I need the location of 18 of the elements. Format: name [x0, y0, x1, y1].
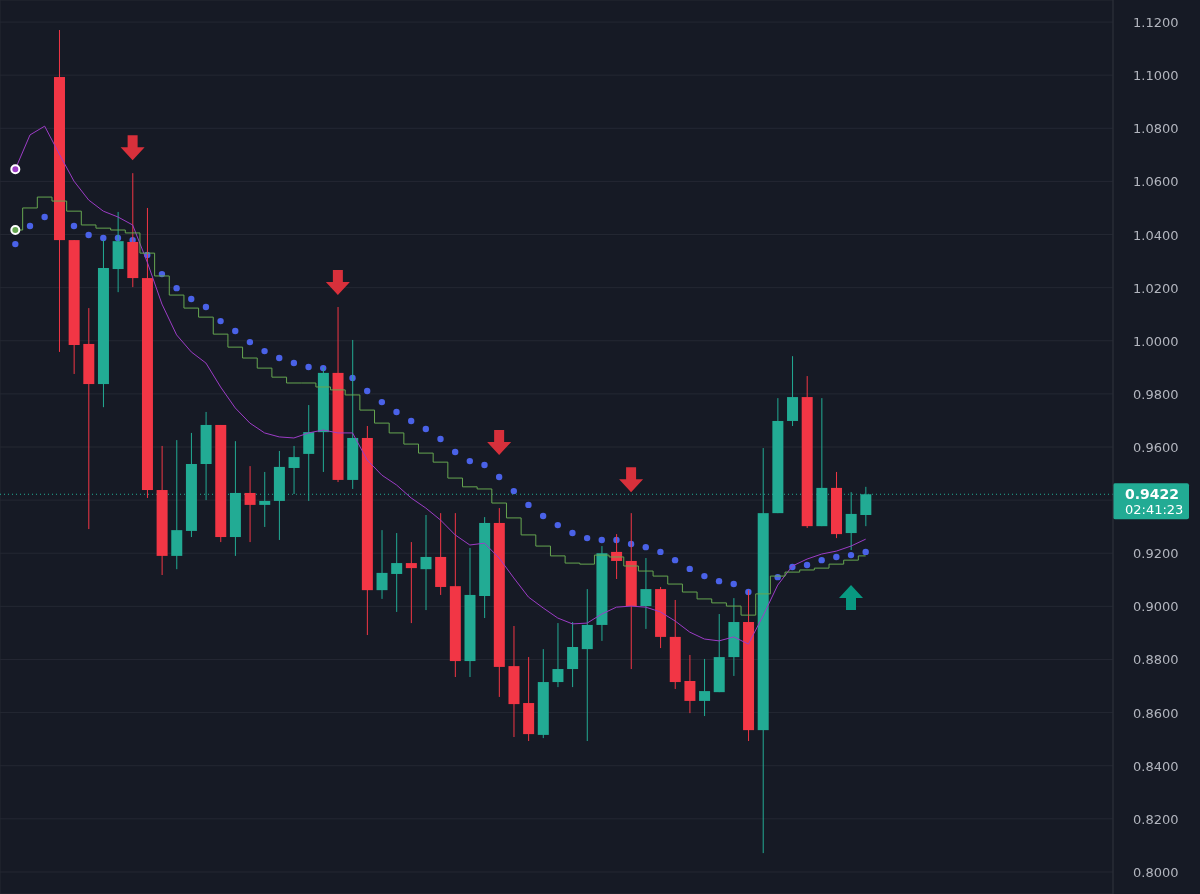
text: 02:41:23 — [1125, 502, 1184, 518]
ref-line-label: 0.9422 — [1125, 486, 1180, 503]
y-tick-label: 1.1000 — [1133, 68, 1179, 84]
y-tick-label: 0.8200 — [1133, 811, 1179, 827]
y-tick-label: 0.9600 — [1133, 440, 1179, 455]
y-tick-label: 0.9800 — [1133, 386, 1179, 402]
y-tick-label: 0.8800 — [1133, 652, 1179, 668]
y-tick-label: 1.0200 — [1133, 280, 1179, 296]
y-tick-label: 1.0400 — [1133, 227, 1179, 243]
y-tick-label: 0.8400 — [1133, 758, 1179, 774]
y-tick-label: 1.0000 — [1133, 333, 1179, 349]
y-tick-label: 0.9000 — [1133, 599, 1179, 615]
y-tick-label: 1.0600 — [1133, 174, 1179, 190]
y-tick-label: 1.1200 — [1133, 15, 1179, 31]
y-tick-label: 0.8600 — [1133, 705, 1179, 721]
y-tick-label: 0.8000 — [1133, 864, 1179, 880]
y-tick-label: 0.9200 — [1133, 546, 1179, 562]
y-tick-label: 1.0800 — [1133, 121, 1179, 137]
